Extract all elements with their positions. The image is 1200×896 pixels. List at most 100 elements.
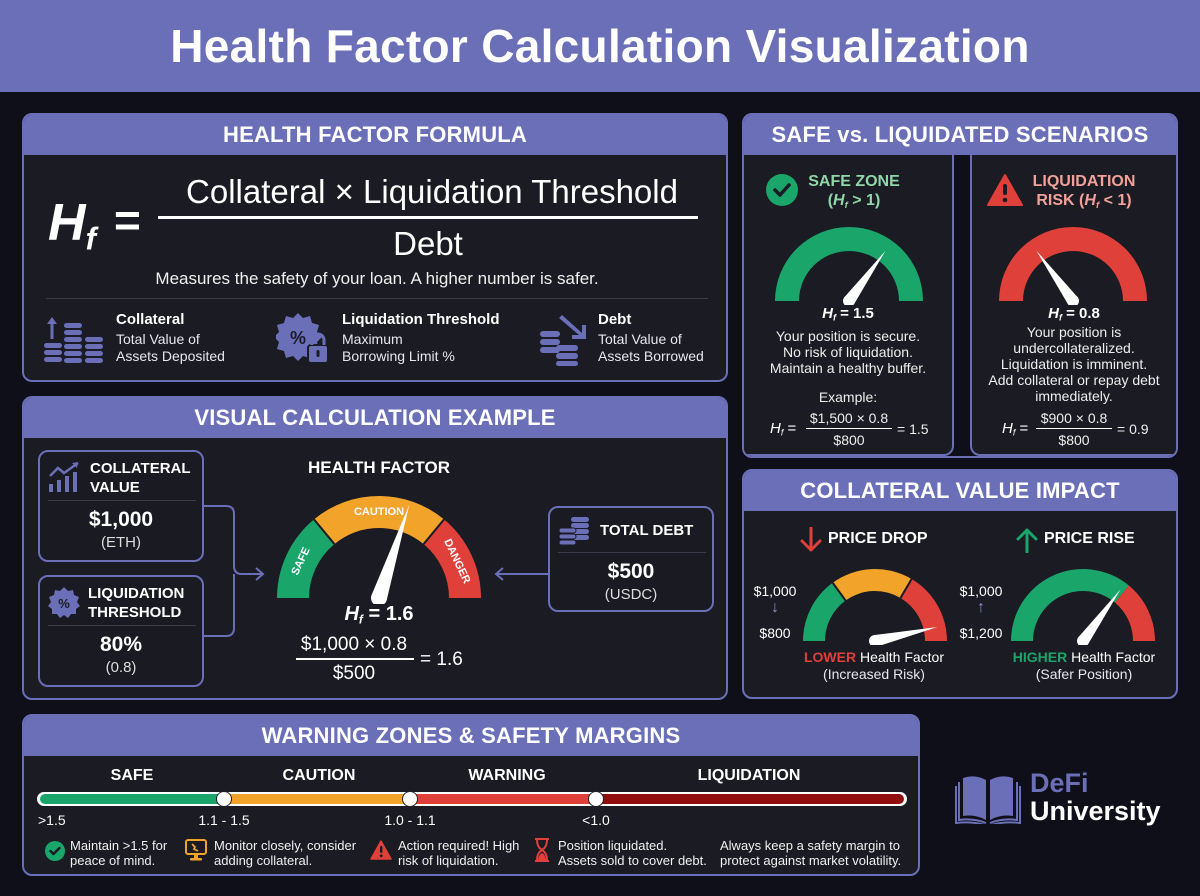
risk-ex-f: f <box>1012 427 1016 438</box>
zone-note-safe-2: peace of mind. <box>70 853 156 868</box>
risk-example-denominator: $800 <box>1058 432 1090 448</box>
scenarios-panel-title: SAFE vs. LIQUIDATED SCENARIOS <box>744 115 1176 155</box>
drop-caption: LOWER Health Factor <box>784 649 964 665</box>
arrow-down-icon <box>800 527 822 552</box>
zone-tick-1: >1.5 <box>38 812 66 828</box>
impact-panel: COLLATERAL VALUE IMPACT PRICE DROP $1,00… <box>742 469 1178 699</box>
risk-result-value: = 0.8 <box>1066 305 1100 322</box>
drop-subcaption: (Increased Risk) <box>823 666 925 682</box>
risk-cond-h: H <box>1084 192 1096 209</box>
gauge-title: HEALTH FACTOR <box>308 458 450 477</box>
rise-arrow-icon: ↑ <box>977 599 985 616</box>
percent-lock-icon: % <box>276 313 329 364</box>
safe-zone-card: SAFE ZONE (Hf > 1) Hf = 1.5 Your positio… <box>744 155 954 456</box>
zone-label-liquidation: LIQUIDATION <box>697 767 801 784</box>
formula-denominator: Debt <box>393 225 463 262</box>
gauge-needle <box>1078 589 1121 645</box>
risk-ex-eq: = <box>1019 420 1029 437</box>
zone-note-safe: Maintain >1.5 for peace of mind. <box>70 838 167 868</box>
check-circle-icon <box>45 841 65 861</box>
gauge-needle <box>844 250 886 305</box>
formula-hf-symbol: Hf <box>48 193 96 257</box>
rise-from-value: $1,000 <box>959 583 1003 599</box>
safe-result-value: = 1.5 <box>840 305 874 322</box>
zone-label-caution: CAUTION <box>282 767 356 784</box>
safe-result: Hf = 1.5 <box>744 305 952 323</box>
gauge-segment-1 <box>832 569 912 601</box>
collateral-value: $1,000 <box>88 508 154 531</box>
brand-logo: DeFi University <box>955 768 1175 832</box>
collateral-label-2: VALUE <box>90 479 140 496</box>
risk-ex-h: H <box>1002 420 1013 437</box>
zone-label-safe: SAFE <box>110 767 154 784</box>
gauge-needle <box>1036 250 1078 305</box>
gauge-segment-1 <box>313 496 445 545</box>
percent-badge-icon: % <box>48 587 80 618</box>
safe-cond-h: H <box>833 192 845 209</box>
risk-line-1: Your position is <box>1026 324 1122 340</box>
rise-rest: Health Factor <box>1067 649 1156 665</box>
zone-note-caution-2: adding collateral. <box>214 853 313 868</box>
safe-example-numerator: $1,500 × 0.8 <box>809 410 889 426</box>
coins-down-icon <box>540 315 586 366</box>
rise-emph: HIGHER <box>1012 649 1068 665</box>
formula-equals: = <box>114 194 141 246</box>
threshold-label-2: THRESHOLD <box>88 604 182 621</box>
safe-ex-eq: = <box>787 420 797 437</box>
hf-subscript: f <box>85 221 96 257</box>
gauge-segment-0 <box>1011 569 1129 641</box>
zone-note-liquidation-2: Assets sold to cover debt. <box>558 853 707 868</box>
risk-example-hf: Hf = <box>1002 420 1028 438</box>
chart-up-icon <box>49 462 79 492</box>
gauge-seam-1 <box>422 518 445 545</box>
example-calc-denominator: $500 <box>332 663 376 684</box>
page-title: Health Factor Calculation Visualization <box>170 20 1030 72</box>
threshold-divider <box>48 625 196 626</box>
safe-result-f: f <box>832 312 836 323</box>
collateral-label-1: COLLATERAL <box>90 460 191 477</box>
safe-zone-condition: (Hf > 1) <box>802 192 906 211</box>
zone-marker-2 <box>402 791 418 807</box>
collateral-value-card: COLLATERAL VALUE $1,000 (ETH) <box>38 450 204 562</box>
total-debt-card: TOTAL DEBT $500 (USDC) <box>548 506 714 612</box>
zone-bar-warning <box>410 794 596 804</box>
zone-marker-3 <box>588 791 604 807</box>
coins-up-icon <box>44 317 103 363</box>
gauge-result-value: = 1.6 <box>368 603 414 625</box>
price-drop-label: PRICE DROP <box>828 530 928 547</box>
hf-letter: H <box>48 194 86 252</box>
gauge-seam-0 <box>831 582 847 602</box>
zone-bar-caution <box>224 794 410 804</box>
risk-gauge <box>999 227 1147 305</box>
safe-cond-open: ( <box>827 192 834 209</box>
rise-caption: HIGHER Health Factor <box>994 649 1174 665</box>
legend-threshold: % Liquidation Threshold Maximum Borrowin… <box>276 311 516 371</box>
zone-label-warning: WARNING <box>468 767 546 784</box>
gauge-needle <box>873 627 938 645</box>
risk-cond-prefix: RISK ( <box>1036 192 1085 209</box>
safe-description: Your position is secure. No risk of liqu… <box>744 328 952 376</box>
zone-note-warning: Action required! High risk of liquidatio… <box>398 838 519 868</box>
legend-debt-line2: Assets Borrowed <box>598 348 704 364</box>
gauge-seam-1 <box>899 578 913 599</box>
drop-rest: Health Factor <box>856 649 945 665</box>
open-book-icon <box>955 776 1021 824</box>
risk-title: LIQUIDATION <box>1032 173 1136 190</box>
brand-line-2: University <box>1030 796 1161 826</box>
threshold-card: % LIQUIDATION THRESHOLD 80% (0.8) <box>38 575 204 687</box>
legend-debt-line1: Total Value of <box>598 331 682 347</box>
legend-collateral: Collateral Total Value of Assets Deposit… <box>44 311 274 371</box>
zone-note-warning-1: Action required! High <box>398 838 520 853</box>
zone-tick-2: 1.1 - 1.5 <box>198 812 250 828</box>
formula-numerator: Collateral × Liquidation Threshold <box>186 173 678 210</box>
safe-ex-h: H <box>770 420 781 437</box>
threshold-unit: (0.8) <box>105 659 137 676</box>
safe-example-result: = 1.5 <box>897 421 929 437</box>
legend-debt: Debt Total Value of Assets Borrowed <box>540 311 726 371</box>
safe-cond-f: f <box>844 199 848 211</box>
risk-example-result: = 0.9 <box>1117 421 1149 437</box>
price-drop-gauge <box>803 569 947 645</box>
zone-bar <box>37 791 907 807</box>
legend-threshold-line1: Maximum <box>342 331 403 347</box>
risk-line-3: Liquidation is imminent. <box>1000 356 1148 372</box>
